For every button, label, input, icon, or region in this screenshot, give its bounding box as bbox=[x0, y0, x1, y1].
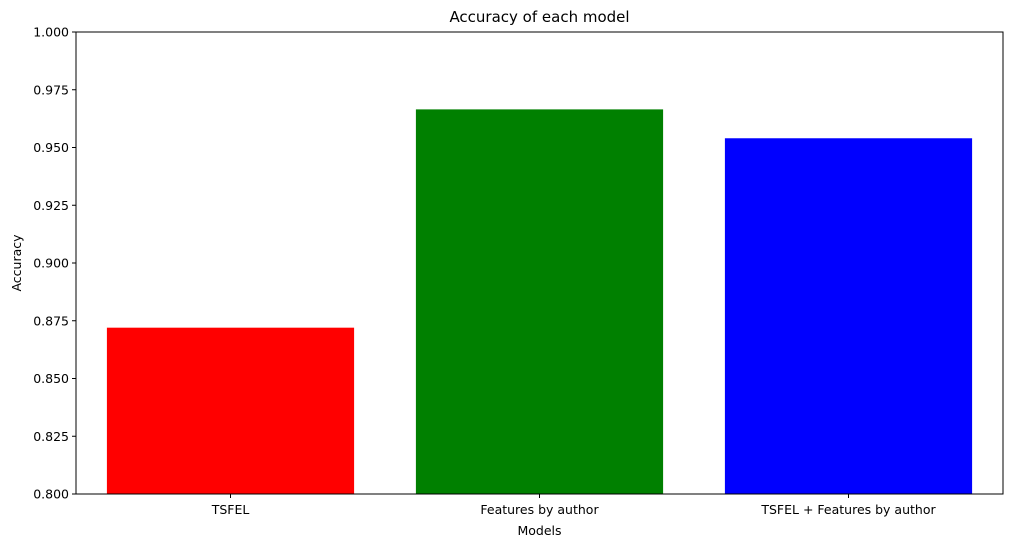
y-axis-label: Accuracy bbox=[9, 234, 24, 292]
x-tick-label: TSFEL + Features by author bbox=[760, 502, 936, 517]
y-tick-label: 0.950 bbox=[33, 140, 69, 155]
y-tick-label: 0.925 bbox=[33, 198, 69, 213]
y-tick-label: 0.900 bbox=[33, 256, 69, 271]
bar bbox=[415, 109, 664, 494]
chart-title: Accuracy of each model bbox=[449, 8, 629, 26]
x-axis-ticks: TSFEL Features by author TSFEL + Features … bbox=[211, 494, 936, 517]
x-tick-label: TSFEL bbox=[211, 502, 250, 517]
y-tick-label: 0.875 bbox=[33, 313, 69, 328]
x-tick-label: Features by author bbox=[480, 502, 599, 517]
y-tick-label: 0.825 bbox=[33, 429, 69, 444]
y-tick-label: 0.975 bbox=[33, 82, 69, 97]
x-axis-label: Models bbox=[517, 523, 561, 538]
y-tick-label: 1.000 bbox=[33, 25, 69, 40]
y-tick-label: 0.800 bbox=[33, 487, 69, 502]
bar bbox=[106, 327, 355, 494]
bars bbox=[106, 109, 973, 494]
bar bbox=[724, 138, 973, 494]
y-tick-label: 0.850 bbox=[33, 371, 69, 386]
y-axis-ticks: 0.800 0.825 0.850 0.875 0.900 0.925 0.950 0.975… bbox=[33, 25, 76, 502]
